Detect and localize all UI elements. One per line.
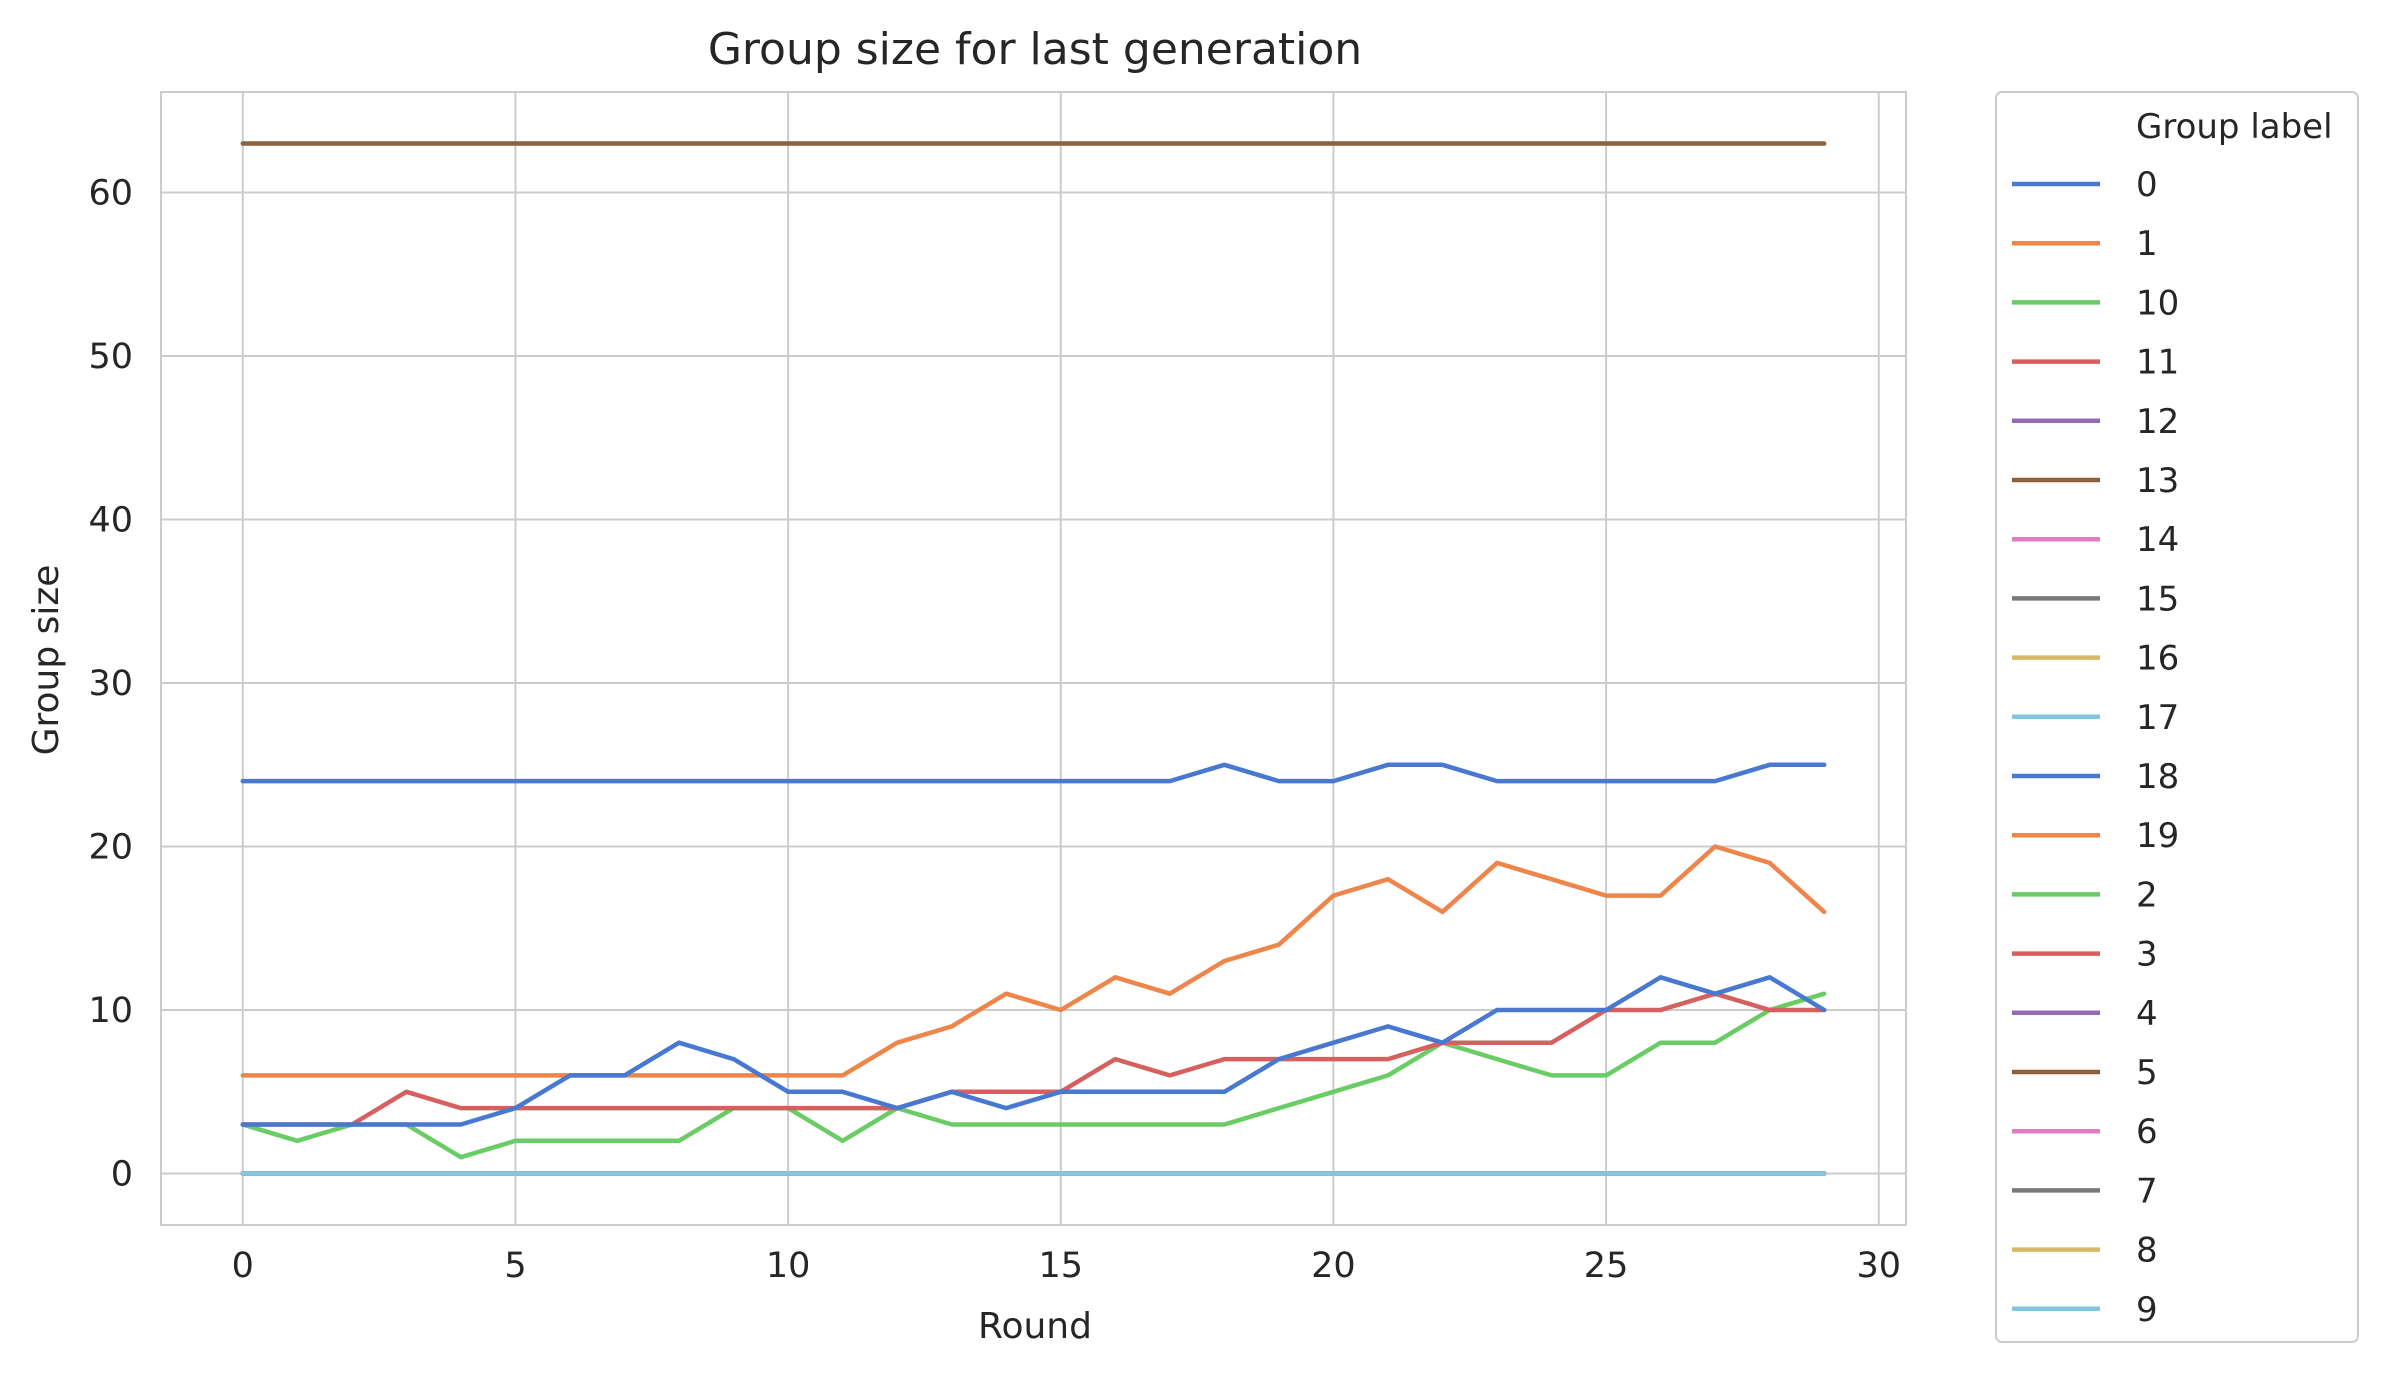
chart-title: Group size for last generation: [708, 24, 1362, 75]
y-tick-label: 20: [88, 828, 133, 868]
y-tick-label: 0: [111, 1155, 133, 1195]
legend-label-3: 3: [2136, 935, 2158, 975]
legend-label-15: 15: [2136, 579, 2179, 619]
plot-frame: [160, 91, 1907, 1226]
legend-title: Group label: [2136, 107, 2333, 147]
legend-label-17: 17: [2136, 698, 2179, 738]
legend-label-10: 10: [2136, 283, 2179, 323]
y-axis-ticks: 0 10 20 30 40 50 60: [88, 174, 133, 1195]
x-tick-label: 20: [1311, 1246, 1356, 1286]
series-line-10: [240, 991, 1827, 1160]
legend-label-4: 4: [2136, 994, 2158, 1034]
legend-label-0: 0: [2136, 165, 2158, 205]
legend-label-5: 5: [2136, 1053, 2158, 1093]
legend-items: 0 1 10 11 12 13 14 15 16 17 18 19 2 3 4 5 6 7 8 9: [2012, 165, 2179, 1330]
series-line-0: [240, 762, 1827, 784]
x-tick-label: 15: [1038, 1246, 1083, 1286]
series-line-18: [240, 975, 1827, 1127]
x-tick-label: 10: [766, 1246, 811, 1286]
x-axis-ticks: 0 5 10 15 20 25 30: [232, 1246, 1901, 1286]
legend-label-9: 9: [2136, 1290, 2158, 1330]
series-line-1: [240, 844, 1827, 1078]
x-tick-label: 30: [1856, 1246, 1901, 1286]
legend-label-8: 8: [2136, 1231, 2158, 1271]
legend-label-16: 16: [2136, 639, 2179, 679]
legend-label-14: 14: [2136, 520, 2179, 560]
x-tick-label: 0: [232, 1246, 254, 1286]
plot-area: [161, 92, 1906, 1225]
y-tick-label: 40: [88, 501, 133, 541]
legend-label-7: 7: [2136, 1171, 2158, 1211]
series-lines: [240, 141, 1827, 1176]
x-axis-label: Round: [978, 1306, 1092, 1347]
x-tick-label: 25: [1584, 1246, 1629, 1286]
legend-label-12: 12: [2136, 402, 2179, 442]
y-tick-label: 10: [88, 991, 133, 1031]
legend-label-11: 11: [2136, 343, 2179, 383]
y-tick-label: 60: [88, 174, 133, 214]
y-axis-label: Group size: [26, 565, 67, 756]
legend-frame: [1995, 91, 2359, 1343]
y-tick-label: 30: [88, 664, 133, 704]
series-line-11: [240, 991, 1827, 1127]
legend-label-2: 2: [2136, 875, 2158, 915]
legend-label-18: 18: [2136, 757, 2179, 797]
legend-label-1: 1: [2136, 224, 2158, 264]
legend-label-13: 13: [2136, 461, 2179, 501]
y-tick-label: 50: [88, 337, 133, 377]
legend: Group label 0 1 10 11 12 13 14 15 16 17 18 19 2 3 4 5 6 7…: [1995, 91, 2359, 1343]
legend-label-6: 6: [2136, 1112, 2158, 1152]
legend-label-19: 19: [2136, 816, 2179, 856]
x-tick-label: 5: [504, 1246, 526, 1286]
